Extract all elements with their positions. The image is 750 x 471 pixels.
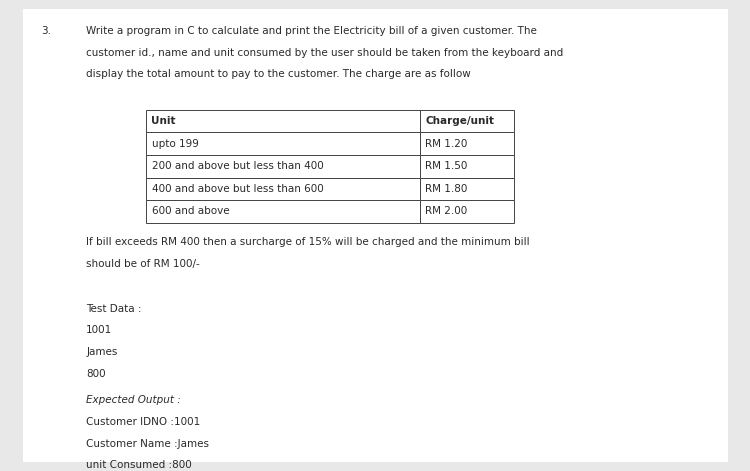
Bar	[420, 178, 514, 200]
FancyBboxPatch shape	[22, 9, 728, 462]
Text: RM 2.00: RM 2.00	[425, 206, 467, 217]
Bar	[420, 155, 514, 178]
Text: 600 and above: 600 and above	[152, 206, 230, 217]
Bar	[146, 132, 420, 155]
Text: RM 1.20: RM 1.20	[425, 138, 468, 149]
Text: 200 and above but less than 400: 200 and above but less than 400	[152, 161, 323, 171]
Text: RM 1.80: RM 1.80	[425, 184, 468, 194]
Bar	[146, 200, 420, 223]
Text: display the total amount to pay to the customer. The charge are as follow: display the total amount to pay to the c…	[86, 69, 471, 79]
Text: Test Data :: Test Data :	[86, 304, 142, 314]
Bar	[420, 110, 514, 132]
Text: RM 1.50: RM 1.50	[425, 161, 468, 171]
Text: Write a program in C to calculate and print the Electricity bill of a given cust: Write a program in C to calculate and pr…	[86, 26, 537, 36]
Bar	[420, 200, 514, 223]
Text: customer id., name and unit consumed by the user should be taken from the keyboa: customer id., name and unit consumed by …	[86, 48, 563, 57]
Text: 3.: 3.	[41, 26, 51, 36]
Text: If bill exceeds RM 400 then a surcharge of 15% will be charged and the minimum b: If bill exceeds RM 400 then a surcharge …	[86, 237, 530, 247]
Text: 400 and above but less than 600: 400 and above but less than 600	[152, 184, 323, 194]
Text: Customer IDNO :1001: Customer IDNO :1001	[86, 417, 200, 427]
Bar	[146, 110, 420, 132]
Text: Customer Name :James: Customer Name :James	[86, 439, 209, 448]
Text: Unit: Unit	[152, 116, 176, 126]
Text: 1001: 1001	[86, 325, 112, 335]
Text: Expected Output :: Expected Output :	[86, 395, 181, 405]
Text: should be of RM 100/-: should be of RM 100/-	[86, 259, 200, 268]
Text: unit Consumed :800: unit Consumed :800	[86, 460, 192, 470]
Text: James: James	[86, 347, 118, 357]
Bar	[420, 132, 514, 155]
Bar	[146, 155, 420, 178]
Bar	[146, 178, 420, 200]
Text: 800: 800	[86, 369, 106, 379]
Text: upto 199: upto 199	[152, 138, 198, 149]
Text: Charge/unit: Charge/unit	[425, 116, 494, 126]
